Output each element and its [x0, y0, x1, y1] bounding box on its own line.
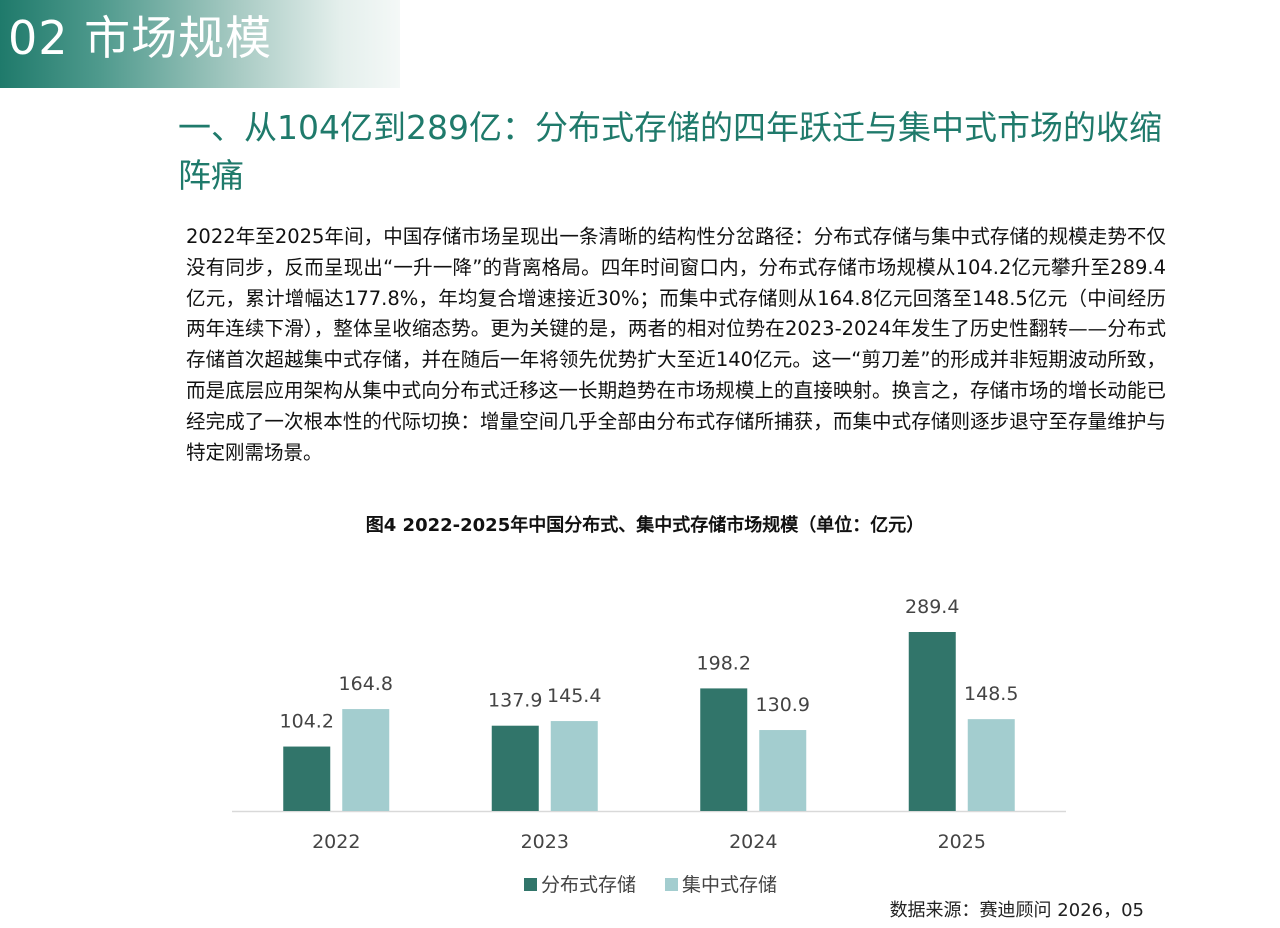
bar-distributed-2024 — [700, 688, 748, 811]
data-label: 145.4 — [547, 685, 601, 707]
data-label: 137.9 — [488, 690, 542, 712]
main-heading: 一、从104亿到289亿：分布式存储的四年跃迁与集中式市场的收缩阵痛 — [178, 108, 1162, 195]
data-label: 198.2 — [697, 652, 751, 674]
legend-swatch — [665, 878, 678, 891]
bar-centralized-2023 — [550, 721, 598, 811]
data-label: 130.9 — [756, 694, 810, 716]
legend-label: 集中式存储 — [682, 874, 777, 896]
data-label: 104.2 — [280, 711, 334, 733]
section-title: 02 市场规模 — [8, 11, 273, 65]
legend-swatch — [524, 878, 537, 891]
data-source: 数据来源：赛迪顾问 2026，05 — [889, 900, 1144, 921]
legend-label: 分布式存储 — [541, 874, 636, 896]
section-header-banner: 02 市场规模 — [0, 0, 400, 88]
data-label: 164.8 — [339, 673, 393, 695]
x-tick-label-2025: 2025 — [938, 831, 986, 853]
bar-distributed-2025 — [908, 632, 956, 811]
body-paragraph: 2022年至2025年间，中国存储市场呈现出一条清晰的结构性分岔路径：分布式存储… — [186, 225, 1166, 464]
bar-distributed-2023 — [491, 725, 539, 811]
x-tick-label-2023: 2023 — [521, 831, 569, 853]
chart-title: 图4 2022-2025年中国分布式、集中式存储市场规模（单位：亿元） — [365, 515, 925, 536]
x-tick-label-2022: 2022 — [312, 831, 360, 853]
x-tick-label-2024: 2024 — [729, 831, 777, 853]
data-label: 289.4 — [905, 596, 959, 618]
data-label: 148.5 — [964, 683, 1018, 705]
bar-centralized-2022 — [342, 709, 390, 811]
bar-centralized-2025 — [967, 719, 1015, 811]
bar-distributed-2022 — [283, 746, 331, 811]
bar-centralized-2024 — [759, 730, 807, 811]
